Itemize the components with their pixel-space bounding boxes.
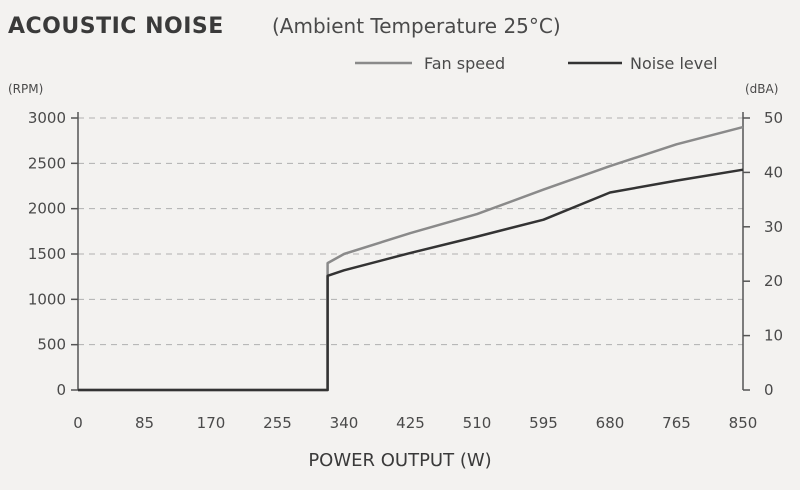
left-axis-unit: (RPM) [8,82,43,96]
x-tick-label: 170 [197,414,226,432]
y-left-tick-label: 1500 [28,245,66,263]
legend-label-fan-speed: Fan speed [424,54,505,73]
x-tick-label: 510 [463,414,492,432]
y-right-tick-label: 10 [764,327,783,345]
series-line-noise-level [78,168,744,392]
y-left-tick-label: 2500 [28,154,66,172]
y-right-tick-label: 0 [764,381,774,399]
x-tick-label: 850 [729,414,758,432]
series-lines [78,125,744,392]
x-tick-label: 340 [330,414,359,432]
x-tick-label: 0 [73,414,83,432]
x-tick-label: 85 [135,414,154,432]
legend-label-noise-level: Noise level [630,54,718,73]
x-tick-label: 680 [596,414,625,432]
y-left-tick-label: 2000 [28,200,66,218]
chart-subtitle: (Ambient Temperature 25°C) [272,14,561,38]
x-tick-label: 595 [529,414,558,432]
y-right-tick-label: 40 [764,163,783,181]
y-right-tick-label: 50 [764,109,783,127]
x-axis-label: POWER OUTPUT (W) [308,450,491,471]
x-tick-label: 255 [263,414,292,432]
x-tick-label: 765 [662,414,691,432]
y-left-tick-label: 500 [37,336,66,354]
legend: Fan speed Noise level [355,54,718,73]
y-left-tick-label: 1000 [28,290,66,308]
axes [71,112,750,391]
chart-title: ACOUSTIC NOISE [8,14,224,39]
gridlines [78,117,743,346]
y-right-tick-label: 20 [764,272,783,290]
y-left-tick-label: 3000 [28,109,66,127]
right-axis-unit: (dBA) [745,82,778,96]
y-left-tick-label: 0 [56,381,66,399]
x-tick-label: 425 [396,414,425,432]
y-right-tick-label: 30 [764,218,783,236]
series-line-fan-speed [78,125,744,392]
